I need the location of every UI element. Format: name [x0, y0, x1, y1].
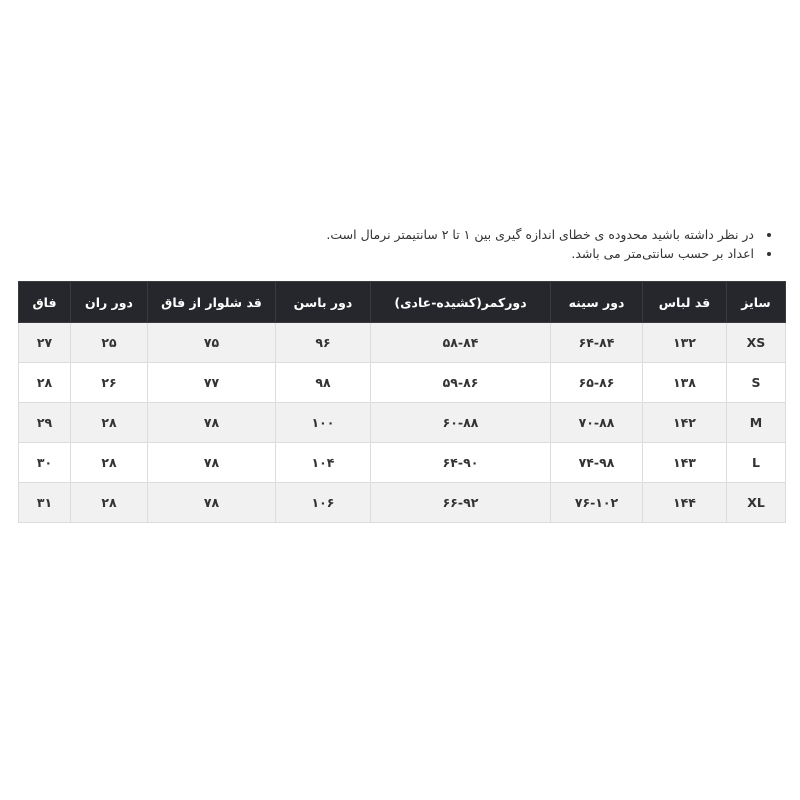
table-cell: ۲۸ [70, 402, 148, 443]
header-chest: دور سینه [550, 281, 643, 323]
cell-value: ۶۶-۹۲ [442, 495, 479, 510]
table-row: L ۱۴۳ ۷۴-۹۸ ۶۴-۹۰ ۱۰۴ ۷۸ ۲۸ ۳۰ [18, 442, 786, 483]
table-cell: ۶۵-۸۶ [550, 362, 643, 403]
table-cell: ۳۱ [18, 482, 71, 523]
header-length: قد لباس [642, 281, 727, 323]
table-cell: ۷۵ [147, 322, 276, 363]
cell-value: ۲۸ [101, 455, 117, 470]
cell-value: ۳۰ [36, 455, 53, 470]
cell-value: ۵۸-۸۴ [442, 335, 479, 350]
table-cell: ۱۳۸ [642, 362, 727, 403]
cell-value: ۱۳۸ [673, 375, 696, 390]
table-cell: ۲۸ [70, 442, 148, 483]
cell-value: ۷۰-۸۸ [578, 415, 615, 430]
cell-value: ۲۸ [101, 415, 117, 430]
table-row: XL ۱۴۴ ۷۶-۱۰۲ ۶۶-۹۲ ۱۰۶ ۷۸ ۲۸ ۳۱ [18, 482, 786, 523]
table-cell: ۲۵ [70, 322, 148, 363]
table-row: XS ۱۳۲ ۶۴-۸۴ ۵۸-۸۴ ۹۶ ۷۵ ۲۵ ۲۷ [18, 322, 786, 363]
cell-value: ۷۶-۱۰۲ [574, 495, 619, 510]
header-inseam: قد شلوار از فاق [147, 281, 276, 323]
cell-value: ۷۵ [203, 335, 220, 350]
table-cell: ۷۷ [147, 362, 276, 403]
table-cell: ۶۴-۹۰ [370, 442, 551, 483]
cell-value: XL [747, 495, 765, 510]
cell-value: S [751, 375, 761, 390]
table-cell: ۷۴-۹۸ [550, 442, 643, 483]
size-chart-table: سایز قد لباس دور سینه دورکمر(کشیده-عادی)… [18, 281, 786, 523]
table-cell: ۹۶ [275, 322, 371, 363]
cell-value: ۵۹-۸۶ [442, 375, 479, 390]
cell-value: ۹۶ [315, 335, 331, 350]
table-cell: ۲۸ [70, 482, 148, 523]
table-cell: ۶۴-۸۴ [550, 322, 643, 363]
table-cell: ۳۰ [18, 442, 71, 483]
cell-value: ۲۹ [36, 415, 53, 430]
table-cell: ۲۷ [18, 322, 71, 363]
cell-value: ۱۴۴ [673, 495, 696, 510]
cell-value: ۲۸ [36, 375, 53, 390]
cell-value: ۷۴-۹۸ [578, 455, 615, 470]
cell-value: ۶۰-۸۸ [442, 415, 479, 430]
header-waist: دورکمر(کشیده-عادی) [370, 281, 551, 323]
table-cell: ۷۸ [147, 482, 276, 523]
header-hip: دور باسن [275, 281, 371, 323]
table-cell: ۹۸ [275, 362, 371, 403]
cell-value: ۷۸ [203, 415, 220, 430]
table-cell: ۲۸ [18, 362, 71, 403]
cell-value: L [752, 455, 760, 470]
table-cell: XS [726, 322, 786, 363]
cell-value: ۷۸ [203, 455, 220, 470]
header-row: سایز قد لباس دور سینه دورکمر(کشیده-عادی)… [18, 281, 786, 323]
table-cell: ۱۰۶ [275, 482, 371, 523]
table-cell: S [726, 362, 786, 403]
cell-value: ۷۸ [203, 495, 220, 510]
cell-value: ۱۰۰ [311, 415, 335, 430]
table-cell: ۱۰۴ [275, 442, 371, 483]
cell-value: ۶۴-۸۴ [578, 335, 615, 350]
table-cell: ۶۰-۸۸ [370, 402, 551, 443]
cell-value: ۹۸ [315, 375, 331, 390]
notes-list: در نظر داشته باشید محدوده ی خطای اندازه … [326, 225, 770, 263]
note-item: اعداد بر حسب سانتی‌متر می باشد. [326, 244, 756, 263]
note-item: در نظر داشته باشید محدوده ی خطای اندازه … [326, 225, 756, 244]
table-cell: ۷۶-۱۰۲ [550, 482, 643, 523]
table-cell: ۱۴۳ [642, 442, 727, 483]
header-thigh: دور ران [70, 281, 148, 323]
table-cell: M [726, 402, 786, 443]
cell-value: ۲۸ [101, 495, 117, 510]
table-cell: ۵۸-۸۴ [370, 322, 551, 363]
cell-value: ۳۱ [36, 495, 53, 510]
table-cell: ۱۰۰ [275, 402, 371, 443]
table-cell: L [726, 442, 786, 483]
table-row: M ۱۴۲ ۷۰-۸۸ ۶۰-۸۸ ۱۰۰ ۷۸ ۲۸ ۲۹ [18, 402, 786, 443]
cell-value: ۶۴-۹۰ [442, 455, 479, 470]
cell-value: ۲۷ [36, 335, 53, 350]
header-rise: فاق [18, 281, 71, 323]
cell-value: ۱۴۳ [673, 455, 696, 470]
cell-value: ۱۳۲ [673, 335, 696, 350]
table-cell: ۱۴۴ [642, 482, 727, 523]
table-cell: ۲۶ [70, 362, 148, 403]
table-cell: ۷۸ [147, 442, 276, 483]
cell-value: ۲۵ [101, 335, 117, 350]
cell-value: ۲۶ [101, 375, 117, 390]
table-cell: ۲۹ [18, 402, 71, 443]
cell-value: ۷۷ [203, 375, 220, 390]
cell-value: XS [746, 335, 766, 350]
table-cell: XL [726, 482, 786, 523]
table-cell: ۱۴۲ [642, 402, 727, 443]
header-size: سایز [726, 281, 786, 323]
cell-value: ۶۵-۸۶ [578, 375, 615, 390]
cell-value: ۱۰۶ [311, 495, 335, 510]
cell-value: ۱۴۲ [673, 415, 696, 430]
table-cell: ۵۹-۸۶ [370, 362, 551, 403]
cell-value: ۱۰۴ [311, 455, 335, 470]
table-cell: ۷۰-۸۸ [550, 402, 643, 443]
cell-value: M [749, 415, 763, 430]
table-cell: ۷۸ [147, 402, 276, 443]
table-cell: ۶۶-۹۲ [370, 482, 551, 523]
table-row: S ۱۳۸ ۶۵-۸۶ ۵۹-۸۶ ۹۸ ۷۷ ۲۶ ۲۸ [18, 362, 786, 403]
table-cell: ۱۳۲ [642, 322, 727, 363]
